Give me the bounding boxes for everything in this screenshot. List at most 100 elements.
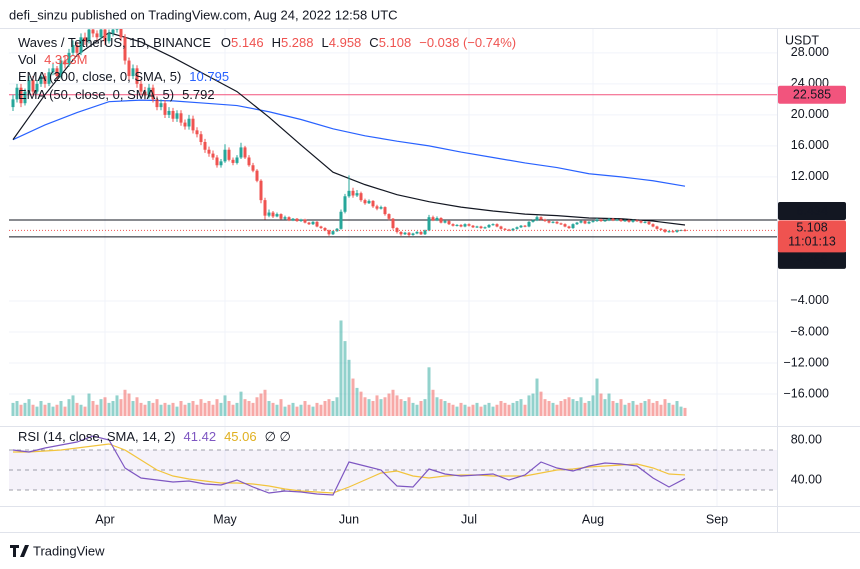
volume-bar xyxy=(359,391,363,416)
volume-bar xyxy=(551,402,555,416)
volume-bar xyxy=(119,399,123,416)
volume-bar xyxy=(159,404,163,416)
volume-bar xyxy=(39,401,43,416)
volume-bar xyxy=(603,399,607,416)
candle-body xyxy=(187,118,191,127)
candle-body xyxy=(431,217,435,221)
candle-body xyxy=(71,45,75,53)
volume-bar xyxy=(143,404,147,416)
volume-bar xyxy=(331,401,335,416)
volume-bar xyxy=(83,406,87,416)
candle-body xyxy=(539,217,543,220)
rsi-tick-label: 40.00 xyxy=(791,472,822,486)
volume-bar xyxy=(447,402,451,416)
candle-body xyxy=(547,221,551,223)
volume-bar xyxy=(475,402,479,416)
volume-bar xyxy=(199,399,203,416)
volume-bar xyxy=(275,404,279,416)
candle-body xyxy=(279,214,283,219)
rsi-tick-label: 80.00 xyxy=(791,432,822,446)
candle-body xyxy=(399,231,403,235)
volume-bar xyxy=(675,401,679,416)
candle-body xyxy=(283,217,287,219)
candle-body xyxy=(247,157,251,166)
volume-bar xyxy=(431,389,435,416)
candle-body xyxy=(611,218,615,221)
candle-body xyxy=(535,217,539,221)
candle-body xyxy=(371,200,375,207)
candle-body xyxy=(375,206,379,209)
candle-body xyxy=(107,33,111,42)
volume-bar xyxy=(267,401,271,416)
volume-bar xyxy=(223,395,227,416)
candle-body xyxy=(407,232,411,236)
candle-body xyxy=(243,147,247,158)
volume-bar xyxy=(635,404,639,416)
volume-bar xyxy=(179,401,183,416)
candle-body xyxy=(87,29,91,42)
volume-bar xyxy=(439,399,443,416)
candle-body xyxy=(307,222,311,225)
candle-body xyxy=(339,211,343,229)
candle-body xyxy=(559,223,563,225)
volume-bar xyxy=(607,393,611,416)
volume-bar xyxy=(595,378,599,416)
volume-bar xyxy=(115,395,119,416)
volume-bar xyxy=(195,404,199,416)
volume-bar xyxy=(147,401,151,416)
volume-bar xyxy=(103,397,107,416)
level-marker-label: 22.585 xyxy=(793,88,831,102)
last-price-marker xyxy=(778,220,846,253)
legend-high: 5.288 xyxy=(281,35,314,50)
candle-body xyxy=(427,217,431,231)
volume-bar xyxy=(135,397,139,416)
volume-bar xyxy=(571,399,575,416)
x-tick-label: Apr xyxy=(95,512,114,526)
price-pane xyxy=(9,28,777,416)
volume-bar xyxy=(79,404,83,416)
volume-bar xyxy=(323,401,327,416)
volume-bar xyxy=(219,402,223,416)
volume-bar xyxy=(583,402,587,416)
x-tick-label: Aug xyxy=(582,512,604,526)
candle-body xyxy=(303,219,307,223)
candle-body xyxy=(235,157,239,163)
candle-body xyxy=(467,224,471,226)
volume-bar xyxy=(523,404,527,416)
volume-bar xyxy=(479,406,483,416)
y-tick-label: 20.000 xyxy=(791,107,829,121)
unit-label: USDT xyxy=(785,33,819,47)
candle-body xyxy=(575,222,579,225)
volume-bar xyxy=(175,406,179,416)
volume-bar xyxy=(231,404,235,416)
candle-body xyxy=(83,37,87,42)
candle-body xyxy=(451,224,455,226)
legend-ema50: EMA (50, close, 0, SMA, 5) 5.792 xyxy=(18,87,215,102)
volume-bar xyxy=(659,404,663,416)
candle-body xyxy=(619,219,623,222)
legend-close: 5.108 xyxy=(379,35,412,50)
candle-body xyxy=(215,157,219,166)
volume-value: 4.323M xyxy=(44,52,87,67)
candle-body xyxy=(103,29,107,42)
volume-bar xyxy=(511,402,515,416)
volume-bar xyxy=(527,395,531,416)
candle-body xyxy=(79,37,83,53)
volume-bar xyxy=(487,402,491,416)
volume-bar xyxy=(127,393,131,416)
candle-body xyxy=(499,226,503,229)
candle-body xyxy=(343,196,347,212)
volume-bar xyxy=(55,404,59,416)
legend-letter: L xyxy=(322,35,329,50)
rsi-sma-value: 45.06 xyxy=(224,429,257,444)
candle-body xyxy=(347,190,351,197)
candle-body xyxy=(567,226,571,229)
volume-bar xyxy=(399,399,403,416)
volume-name: Vol xyxy=(18,52,36,67)
volume-bar xyxy=(539,391,543,416)
volume-bar xyxy=(183,404,187,416)
volume-bar xyxy=(555,404,559,416)
volume-bar xyxy=(467,406,471,416)
volume-bar xyxy=(235,402,239,416)
